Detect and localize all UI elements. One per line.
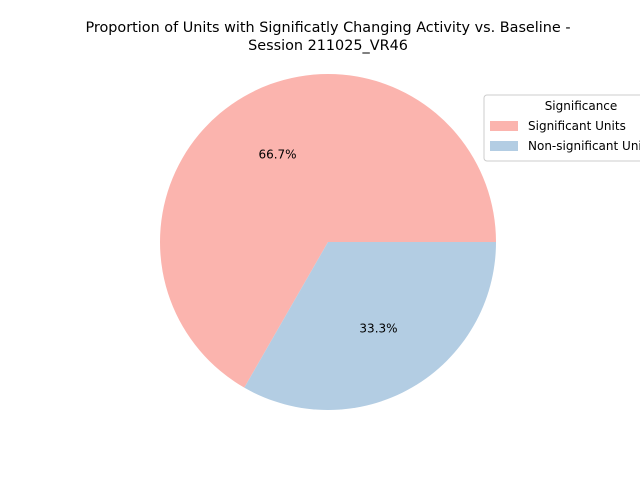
pie-percent-label-0: 66.7%: [258, 147, 296, 161]
legend-label-0: Significant Units: [528, 119, 626, 133]
legend-items: Significant Units Non-significant Units: [490, 119, 640, 153]
chart-title-line-2: Session 211025_VR46: [248, 38, 408, 54]
legend-title: Significance: [545, 99, 618, 113]
legend: Significance Significant Units Non-signif…: [483, 94, 640, 162]
pie-slice-1: [244, 242, 496, 410]
legend-swatch-1: [490, 141, 518, 151]
pie-slices: [159, 73, 496, 410]
pie-slice-0: [159, 73, 496, 388]
legend-swatch-0: [490, 121, 518, 131]
legend-label-1: Non-significant Units: [528, 139, 640, 153]
chart-title-line-1: Proportion of Units with Significatly Ch…: [85, 20, 570, 36]
pie-percent-label-1: 33.3%: [359, 322, 397, 336]
legend-frame: [483, 94, 640, 162]
pie-percent-labels: 66.7% 33.3%: [258, 147, 397, 335]
